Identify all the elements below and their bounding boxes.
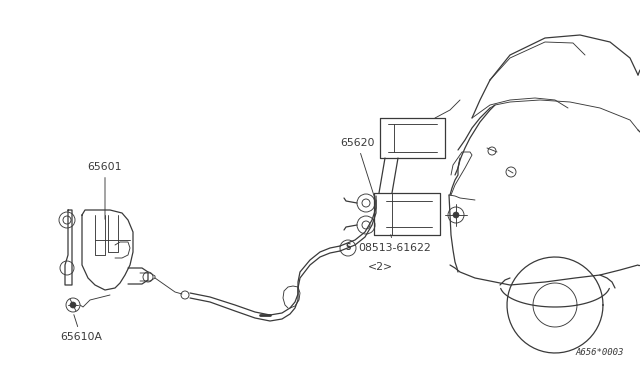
Text: 65601: 65601 (88, 162, 122, 219)
Text: <2>: <2> (368, 262, 393, 272)
Circle shape (70, 302, 76, 308)
Text: 65610A: 65610A (60, 315, 102, 342)
Text: 08513-61622: 08513-61622 (358, 235, 431, 253)
Text: 65620: 65620 (340, 138, 375, 199)
Circle shape (453, 212, 459, 218)
Text: A656*0003: A656*0003 (575, 348, 623, 357)
Text: S: S (346, 244, 351, 253)
